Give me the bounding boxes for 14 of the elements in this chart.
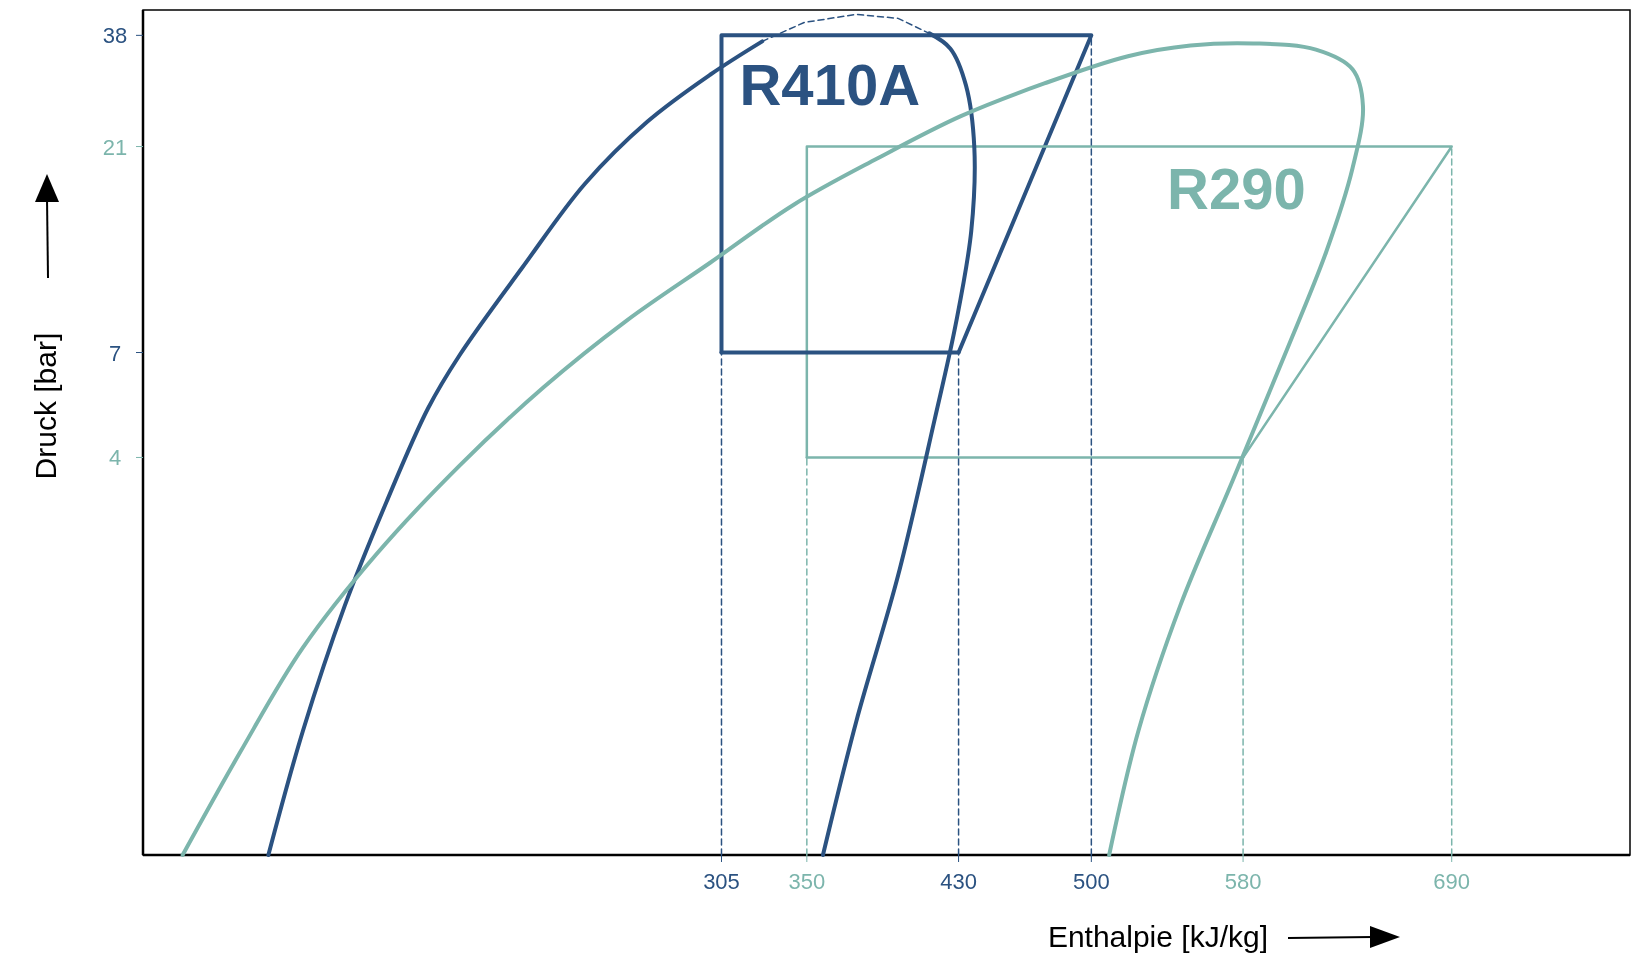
x-tick-label: 690	[1433, 869, 1471, 894]
x-axis-title: Enthalpie [kJ/kg]	[1047, 920, 1268, 953]
y-tick-label: 21	[102, 134, 128, 160]
series-label: R410A	[739, 52, 921, 118]
x-tick-label: 350	[788, 869, 826, 894]
y-tick-label: 7	[108, 340, 122, 366]
x-tick-label: 430	[940, 869, 977, 894]
x-tick-label: 500	[1072, 869, 1110, 894]
x-tick-label: 580	[1224, 869, 1262, 894]
x-tick-label: 305	[703, 869, 740, 894]
y-tick-label: 4	[108, 445, 122, 471]
series-label: R290	[1167, 155, 1306, 221]
y-tick-label: 38	[102, 23, 128, 49]
y-axis-title: Druck [bar]	[29, 332, 62, 480]
